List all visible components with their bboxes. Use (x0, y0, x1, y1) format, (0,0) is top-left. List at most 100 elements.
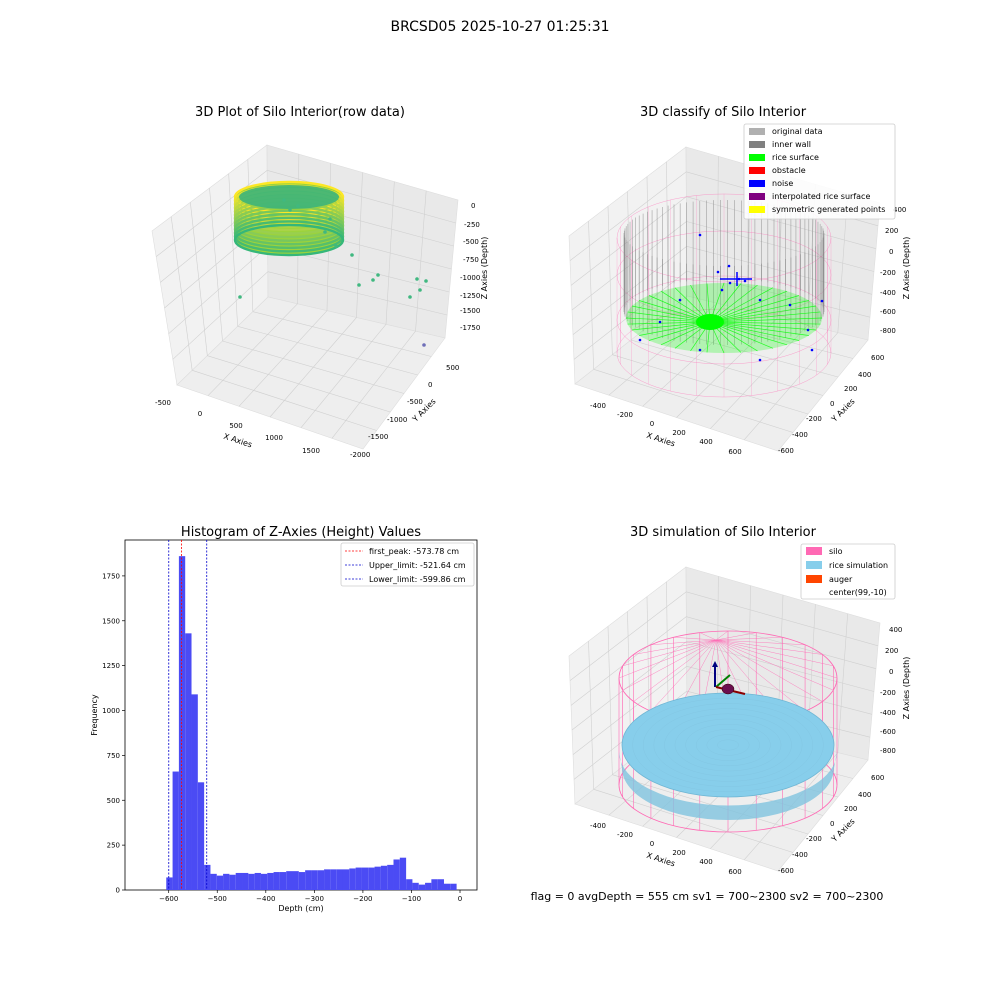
legend-swatch-symmetric (749, 206, 765, 213)
rice-surface-ray (709, 295, 800, 323)
simulation-xtick: 200 (672, 849, 685, 857)
rice-mesh-ring (696, 729, 760, 761)
outlier-point (424, 279, 428, 283)
legend-swatch-silo (806, 547, 822, 555)
raw-ztick: -500 (463, 238, 479, 246)
simulation-ytick: 200 (844, 805, 857, 813)
noise-point (720, 288, 724, 292)
silo-roof-line (650, 639, 717, 712)
rice-surface-ray (709, 290, 788, 323)
simulation-ytick: -400 (792, 851, 808, 859)
histogram-panel: Histogram of Z-Axies (Height) Values −60… (90, 525, 478, 913)
histogram-bar (273, 872, 280, 890)
histogram-bar (336, 869, 343, 890)
histogram-bar (235, 872, 243, 890)
histogram-bar (172, 771, 179, 890)
simulation-yticks: 600 400 200 0 -200 -400 -600 (778, 774, 884, 875)
rice-surface-ray (709, 305, 817, 323)
histogram-bar (374, 866, 381, 890)
rice-surface-ray (625, 317, 711, 323)
raw-zticks: 0 -250 -500 -750 -1000 -1250 -1500 -1750 (460, 202, 480, 332)
histogram-bar (279, 872, 287, 890)
simulation-ztick: -200 (880, 689, 896, 697)
simulation-xticks: -400 -200 0 200 400 600 (590, 822, 742, 876)
classify-ytick: 0 (830, 400, 834, 408)
histogram-bar (399, 857, 407, 890)
simulation-zlabel: Z Axies (Depth) (902, 657, 911, 720)
raw-ztick: -1750 (460, 324, 480, 332)
rice-surface-ray (709, 321, 821, 325)
legend-label-symmetric: symmetric generated points (772, 205, 885, 214)
simulation-plot-title: 3D simulation of Silo Interior (630, 525, 817, 540)
raw-xtick: 1000 (265, 434, 283, 442)
simulation-ztick: 400 (889, 626, 902, 634)
classify-ytick: 200 (844, 385, 857, 393)
legend-label-rice-simulation: rice simulation (829, 561, 888, 570)
silo-roof-line (715, 632, 757, 641)
histogram-ytick-label: 1750 (102, 572, 120, 580)
silo-roof-line (715, 639, 834, 691)
simulation-ztick: -600 (880, 728, 896, 736)
histogram-bar (317, 870, 325, 890)
simulation-xtick: -200 (617, 831, 633, 839)
raw-ytick: 500 (446, 364, 459, 372)
legend-label-silo: silo (829, 547, 843, 556)
histogram-bar (254, 872, 261, 890)
legend-label-noise: noise (772, 179, 793, 188)
simulation-ytick: -600 (778, 867, 794, 875)
rice-surface-ray (627, 311, 711, 323)
rice-surface-ray (709, 321, 800, 341)
legend-label-upper-limit: Upper_limit: -521.64 cm (369, 561, 466, 570)
rice-mesh-ring (664, 713, 792, 777)
histogram-bar (178, 556, 186, 890)
silo-roof-line (650, 639, 717, 646)
histogram-ytick-label: 1500 (102, 617, 120, 625)
classify-ztick: -200 (880, 269, 896, 277)
silo-roof-line (715, 637, 783, 641)
classify-ytick: -600 (778, 447, 794, 455)
raw-zlabel: Z Axies (Depth) (480, 237, 489, 300)
histogram-yticks: 0 250 500 750 1000 1250 1500 1750 (102, 572, 125, 895)
rice-simulation-side (619, 752, 837, 820)
histogram-bar (286, 871, 293, 890)
legend-swatch-original-data (749, 128, 765, 135)
rice-surface-ray (709, 311, 821, 323)
classify-xtick: 200 (672, 429, 685, 437)
outlier-point (282, 198, 286, 202)
rice-surface-ray (709, 317, 823, 323)
simulation-ztick: -400 (880, 709, 896, 717)
silo-roof-line (715, 639, 823, 702)
histogram-ytick-label: 1250 (102, 662, 120, 670)
raw-ztick: 0 (471, 202, 475, 210)
rice-mesh-ring (706, 734, 750, 756)
silo-roof-line (715, 639, 838, 679)
histogram-ytick-label: 250 (107, 842, 120, 850)
noise-point (758, 358, 762, 362)
rice-surface-ray (709, 321, 817, 331)
histogram-bar (197, 782, 205, 890)
histogram-bar (223, 873, 230, 890)
raw-xtick: 1500 (302, 447, 320, 455)
histogram-bar (361, 867, 369, 890)
simulation-auger (712, 661, 746, 695)
outlier-point (350, 253, 354, 257)
outlier-point (334, 244, 338, 248)
outlier-point (288, 208, 292, 212)
simulation-ztick: -800 (880, 747, 896, 755)
raw-xtick: -500 (155, 399, 171, 407)
histogram-bar (185, 633, 192, 890)
histogram-xlabel: Depth (cm) (278, 904, 323, 913)
histogram-bar (166, 877, 173, 890)
histogram-xtick-label: −600 (159, 895, 178, 903)
raw-data-3d-plot: 3D Plot of Silo Interior(row data) -500 … (151, 105, 489, 459)
classify-ytick: 400 (858, 371, 871, 379)
classify-ytick: 600 (871, 354, 884, 362)
simulation-ytick: 400 (858, 791, 871, 799)
simulation-ytick: 0 (830, 820, 834, 828)
rice-mesh-ring (653, 708, 803, 782)
raw-xtick: 0 (198, 410, 202, 418)
legend-label-rice-surface: rice surface (772, 153, 819, 162)
classify-ztick: -400 (880, 289, 896, 297)
legend-swatch-rice-surface (749, 154, 765, 161)
